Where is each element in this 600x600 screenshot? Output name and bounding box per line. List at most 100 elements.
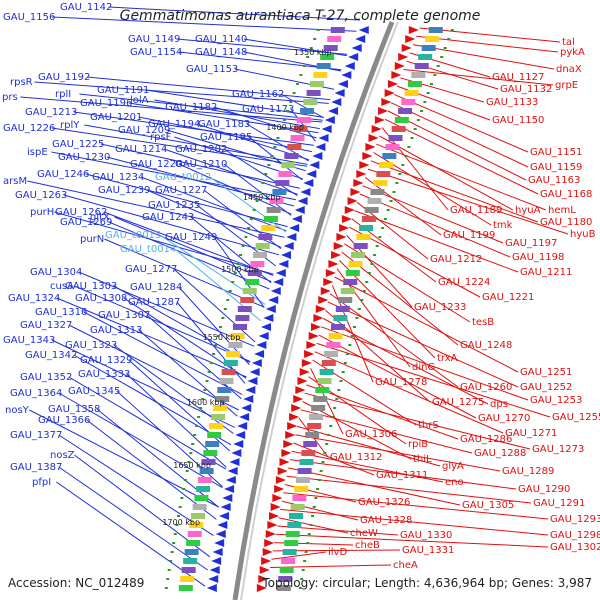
leader-line (302, 401, 412, 460)
reverse-gene-arrow (283, 440, 294, 448)
reverse-feature-block (326, 342, 341, 348)
forward-feature-block (278, 171, 293, 177)
reverse-gene-label: GAU_1260 (460, 382, 512, 393)
leader-line (58, 434, 214, 537)
reverse-gene-arrow (408, 26, 419, 34)
leader-line (364, 177, 442, 236)
cds-tick-mark (214, 344, 218, 346)
reverse-feature-block (385, 144, 400, 150)
leader-line (108, 6, 361, 21)
forward-gene-label: GAU_1327 (20, 320, 72, 331)
kbp-scale-label: 1600 kbp (187, 398, 225, 407)
reverse-gene-label: GAU_1270 (478, 413, 530, 424)
forward-feature-block (211, 414, 226, 420)
cds-tick-mark (313, 38, 317, 40)
forward-gene-label: GAU_1156 (3, 12, 55, 23)
reverse-feature-block (299, 459, 314, 465)
cds-tick-mark (378, 236, 382, 238)
forward-gene-arrow (348, 53, 359, 61)
reverse-gene-arrow (256, 584, 267, 592)
forward-feature-block (217, 387, 232, 393)
forward-gene-arrow (328, 107, 339, 115)
reverse-gene-arrow (350, 188, 361, 196)
leader-line (362, 185, 504, 244)
forward-gene-arrow (239, 413, 250, 421)
reverse-gene-arrow (258, 575, 269, 583)
cds-tick-mark (306, 56, 310, 58)
reverse-feature-block (364, 207, 379, 213)
reverse-gene-arrow (293, 395, 304, 403)
forward-feature-block (223, 360, 238, 366)
forward-gene-arrow (309, 161, 320, 169)
forward-feature-block (284, 153, 299, 159)
forward-gene-arrow (268, 296, 279, 304)
cds-tick-mark (367, 272, 371, 274)
cds-tick-mark (183, 479, 187, 481)
reverse-feature-block (373, 180, 388, 186)
forward-feature-block (228, 342, 243, 348)
forward-gene-label: GAU_1162 (232, 89, 284, 100)
reverse-gene-label: GAU_1288 (474, 448, 526, 459)
reverse-gene-arrow (272, 494, 283, 502)
reverse-gene-arrow (328, 260, 339, 268)
reverse-gene-label: GAU_1168 (540, 189, 592, 200)
accession-text: Accession: NC_012489 (8, 576, 145, 590)
leader-line (178, 51, 342, 71)
reverse-gene-arrow (368, 134, 379, 142)
cds-tick-mark (386, 209, 390, 211)
cds-tick-mark (353, 326, 357, 328)
reverse-feature-block (319, 369, 334, 375)
reverse-feature-block (290, 504, 305, 510)
cds-tick-mark (228, 290, 232, 292)
forward-gene-arrow (337, 80, 348, 88)
reverse-gene-label: cheW (350, 528, 378, 539)
cds-tick-mark (170, 551, 174, 553)
reverse-gene-label: cheA (393, 560, 418, 571)
reverse-gene-label: GAU_1150 (492, 115, 544, 126)
forward-feature-block (250, 261, 265, 267)
leader-line (84, 124, 308, 165)
forward-gene-label: GAU_1333 (78, 369, 130, 380)
cds-tick-mark (316, 488, 320, 490)
forward-gene-arrow (217, 521, 228, 529)
forward-gene-label: GAU_1182 (165, 102, 217, 113)
reverse-gene-label: grpE (555, 80, 578, 91)
reverse-feature-block (370, 189, 385, 195)
reverse-gene-arrow (279, 458, 290, 466)
forward-gene-label: GAU_1214 (115, 144, 167, 155)
leader-line (390, 102, 529, 168)
reverse-gene-arrow (306, 341, 317, 349)
forward-gene-label: GAU_1210 (175, 159, 227, 170)
forward-gene-arrow (241, 404, 252, 412)
cds-tick-mark (303, 560, 307, 562)
cds-tick-mark (341, 371, 345, 373)
forward-gene-arrow (324, 116, 335, 124)
cds-tick-mark (241, 245, 245, 247)
forward-gene-arrow (286, 233, 297, 241)
cds-tick-mark (203, 389, 207, 391)
forward-gene-label: GAU_1287 (128, 297, 180, 308)
cds-tick-mark (233, 272, 237, 274)
cds-tick-mark (205, 380, 209, 382)
leader-line (349, 226, 481, 298)
reverse-feature-block (340, 288, 355, 294)
forward-gene-arrow (233, 440, 244, 448)
cds-tick-mark (247, 227, 251, 229)
leader-line (63, 194, 280, 256)
leader-line (79, 93, 323, 121)
reverse-feature-block (359, 225, 374, 231)
forward-gene-label: GAU_1342 (25, 350, 77, 361)
forward-gene-arrow (209, 566, 220, 574)
forward-gene-label: GAU_1303 (65, 281, 117, 292)
reverse-gene-label: pykA (560, 47, 585, 58)
reverse-gene-label: GAU_1197 (505, 238, 557, 249)
leader-line (296, 425, 441, 467)
leader-line (34, 81, 329, 104)
cds-tick-mark (306, 542, 310, 544)
cds-tick-mark (252, 209, 256, 211)
forward-gene-arrow (331, 98, 342, 106)
leader-line (381, 127, 449, 211)
leader-line (412, 44, 555, 70)
reverse-gene-arrow (308, 332, 319, 340)
kbp-scale-label: 1350 kbp (294, 48, 332, 57)
